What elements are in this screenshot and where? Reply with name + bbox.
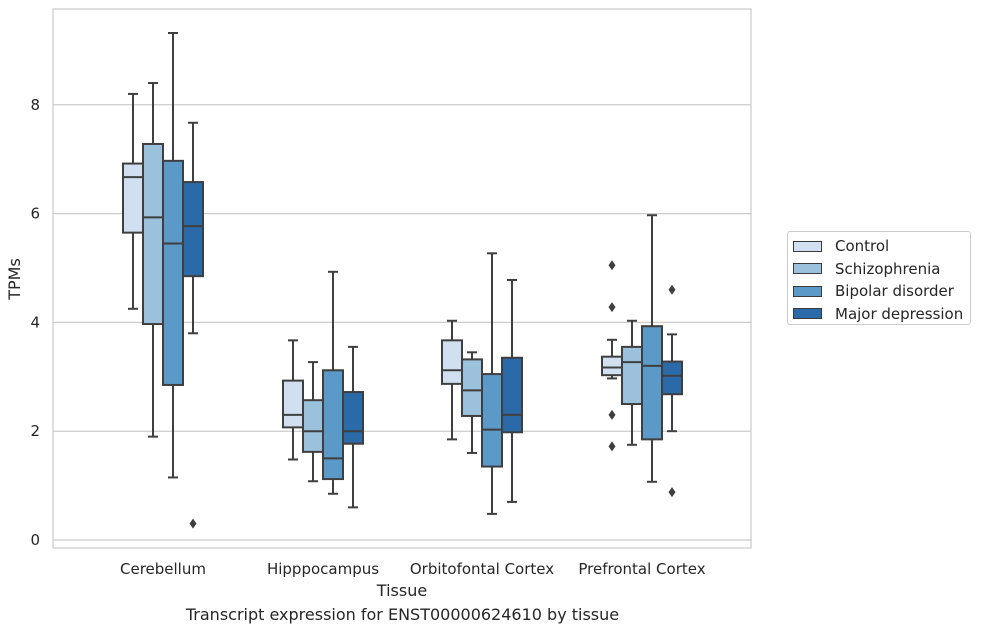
box-body — [142, 142, 164, 326]
boxes — [122, 31, 683, 529]
box-body — [661, 360, 683, 396]
y-axis-label: TPMs — [5, 258, 24, 301]
outlier-marker — [608, 302, 616, 313]
legend: Control Schizophrenia Bipolar disorder Majo… — [787, 231, 971, 325]
box-body — [302, 399, 324, 453]
x-tick-label: Orbitofontal Cortex — [410, 560, 554, 578]
outlier-marker — [189, 518, 197, 529]
legend-item: Schizophrenia — [793, 258, 970, 281]
legend-swatch — [793, 308, 822, 320]
x-ticks: Cerebellum Hipppocampus Orbitofontal Corte… — [120, 560, 706, 578]
outlier-marker — [608, 260, 616, 271]
box-body — [162, 159, 184, 386]
y-tick-label: 0 — [30, 531, 40, 549]
box-0-0 — [122, 92, 144, 310]
legend-label: Major depression — [835, 304, 964, 323]
box-body — [601, 355, 623, 377]
box-body — [461, 358, 483, 417]
x-axis-label: Tissue — [376, 581, 427, 600]
box-body — [342, 391, 364, 445]
box-3-3 — [661, 284, 683, 498]
box-body — [182, 181, 204, 278]
box-0-1 — [282, 339, 304, 461]
legend-swatch — [793, 285, 822, 297]
box-body — [122, 162, 144, 234]
box-2-2 — [481, 252, 503, 515]
legend-item: Control — [793, 235, 970, 258]
box-1-0 — [142, 82, 164, 438]
box-body — [501, 356, 523, 434]
box-body — [481, 373, 503, 468]
box-0-2 — [441, 319, 463, 441]
legend-swatch — [793, 240, 822, 252]
x-tick-label: Cerebellum — [120, 560, 206, 578]
y-tick-label: 6 — [30, 205, 40, 223]
box-body — [441, 339, 463, 385]
outlier-marker — [608, 409, 616, 420]
y-tick-label: 4 — [30, 313, 40, 331]
y-tick-label: 2 — [30, 422, 40, 440]
box-0-3 — [601, 260, 623, 452]
legend-label: Schizophrenia — [835, 259, 941, 278]
legend-item: Bipolar disorder — [793, 280, 970, 303]
box-body — [621, 345, 643, 406]
x-tick-label: Prefrontal Cortex — [578, 560, 705, 578]
box-body — [322, 369, 344, 481]
box-1-3 — [621, 319, 643, 446]
box-3-2 — [501, 278, 523, 503]
y-tick-label: 8 — [30, 96, 40, 114]
y-ticks: 0 2 4 6 8 — [30, 96, 40, 549]
legend-label: Bipolar disorder — [835, 282, 954, 301]
box-3-1 — [342, 345, 364, 509]
x-tick-label: Hipppocampus — [267, 560, 379, 578]
box-1-1 — [302, 361, 324, 483]
box-3-0 — [182, 121, 204, 529]
box-body — [641, 325, 663, 441]
outlier-marker — [668, 487, 676, 498]
legend-swatch — [793, 263, 822, 275]
legend-item: Major depression — [793, 303, 970, 326]
outlier-marker — [608, 441, 616, 452]
legend-label: Control — [835, 237, 890, 256]
chart-title: Transcript expression for ENST0000062461… — [185, 605, 620, 624]
box-body — [282, 379, 304, 429]
box-2-1 — [322, 270, 344, 495]
outlier-marker — [668, 284, 676, 295]
